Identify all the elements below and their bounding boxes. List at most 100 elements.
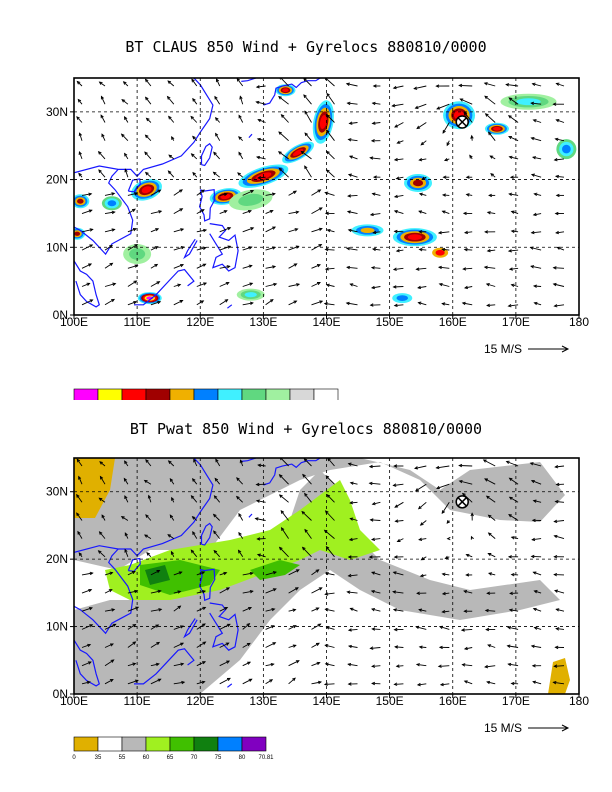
wind-vector [371,608,381,612]
wind-vector-head [393,464,398,468]
wind-vector-head [190,115,195,120]
x-tick-label: 100E [60,694,88,708]
wind-vector-head [278,131,282,135]
wind-vector [394,304,404,307]
wind-vector-head [272,642,277,646]
wind-vector [311,681,322,685]
wind-vector [173,264,184,269]
wind-vector [238,550,244,558]
wind-vector [484,266,496,269]
wind-vector [173,590,181,594]
wind-vector [370,157,381,160]
wind-vector [242,210,252,215]
wind-vector-head [120,516,125,520]
coastline [198,189,216,222]
wind-vector [278,167,289,178]
wind-vector [556,119,565,123]
wind-vector-head [201,189,205,194]
wind-vector-head [508,496,513,501]
wind-vector-head [295,245,300,249]
pwat-region [250,560,300,580]
coastline [200,142,213,167]
wind-vector-head [270,662,275,667]
wind-vector-head [414,488,419,492]
wind-vector [463,111,473,123]
wind-vector-head [418,645,423,649]
gyre-marker-cross [457,497,467,507]
wind-vector [460,98,473,105]
cloud-cluster [319,115,327,129]
wind-vector [196,282,207,287]
wind-vector [394,194,404,198]
wind-vector [488,553,496,558]
wind-vector [348,229,358,233]
wind-vector-head [505,83,510,87]
wind-vector [81,228,93,233]
colorbar-swatch [73,736,99,752]
wind-vector [439,626,450,630]
wind-vector [532,538,542,541]
wind-vector-head [144,171,149,176]
wind-vector-head [144,134,149,139]
wind-vector-head [111,210,116,215]
wind-vector-head [76,493,80,498]
wind-vector-head [317,623,322,627]
wind-vector [144,534,152,539]
wind-vector-head [458,479,463,484]
wind-vector-head [78,475,82,480]
wind-vector-head [111,228,116,232]
wind-vector-head [371,627,376,631]
wind-vector-head [98,81,103,85]
wind-vector-head [392,608,397,612]
wind-vector-head [533,626,538,630]
wind-vector-head [134,679,139,683]
x-tick-label: 110E [124,694,151,708]
wind-vector-head [226,265,231,269]
colorbar-swatch [193,388,219,400]
wind-vector-head [368,464,373,469]
coastline [74,639,101,687]
wind-vector-head [510,536,515,540]
wind-vector-head [158,210,163,214]
colorbar-label: 0 [72,755,76,761]
wind-vector [553,267,565,269]
wind-vector-head [292,677,296,682]
wind-vector [533,285,542,287]
wind-vector [555,138,565,142]
wind-vector-head [254,517,259,521]
wind-vector [167,80,175,87]
wind-vector-head [555,608,560,612]
wind-vector-head [530,554,535,559]
cloud-cluster [562,144,571,154]
wind-vector [370,213,381,216]
wind-vector [420,520,427,526]
wind-vector [303,94,312,105]
wind-vector-head [190,494,195,499]
wind-vector-head [442,175,447,179]
wind-vector [127,571,136,576]
wind-vector [215,133,221,141]
wind-vector [553,681,565,685]
wind-vector-head [100,114,104,119]
wind-vector-head [203,282,208,286]
wind-vector-head [89,244,94,248]
wind-vector [436,103,450,110]
wind-vector-head [416,682,421,687]
wind-vector-head [393,627,398,632]
wind-vector [238,152,244,160]
wind-vector-head [346,101,351,106]
wind-vector-head [292,625,297,629]
wind-vector [532,156,542,160]
wind-vector [488,131,496,141]
wind-vector-head [508,477,513,482]
wind-vector [173,228,184,233]
wind-vector-head [392,285,397,289]
wind-vector [419,248,427,251]
coastline [74,78,214,178]
wind-vector [265,193,275,196]
wind-vector-head [86,680,91,685]
wind-vector-head [532,284,537,288]
wind-vector [511,284,519,287]
wind-vector [396,665,404,667]
wind-vector [127,264,138,269]
